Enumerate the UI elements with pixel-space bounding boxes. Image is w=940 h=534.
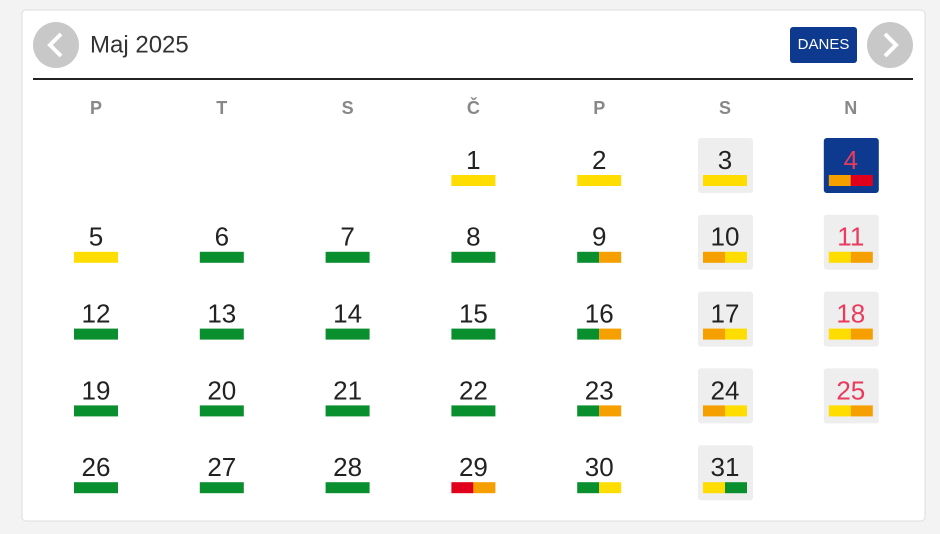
status-bar [199, 405, 244, 417]
status-bar [74, 251, 118, 263]
day-number[interactable]: 30 [585, 452, 614, 482]
status-bar [325, 405, 370, 417]
today-button-label[interactable]: DANES [798, 36, 850, 53]
status-bar [828, 405, 851, 417]
day-number[interactable]: 24 [711, 375, 740, 405]
status-bar [74, 482, 118, 494]
weekday-label: N [844, 98, 857, 118]
day-number[interactable]: 20 [207, 375, 236, 405]
status-bar [473, 482, 496, 494]
status-bar [850, 328, 873, 340]
status-bar [828, 328, 851, 340]
status-bar [74, 328, 118, 340]
day-number[interactable]: 9 [592, 222, 606, 252]
status-bar [850, 175, 873, 186]
day-number[interactable]: 4 [844, 145, 858, 175]
weekday-label: P [593, 98, 605, 118]
day-number[interactable]: 26 [82, 452, 111, 482]
card [21, 9, 926, 522]
status-bar [725, 482, 747, 494]
day-number[interactable]: 2 [592, 145, 606, 175]
status-bar [577, 251, 600, 263]
status-bar [725, 251, 747, 263]
next-button[interactable] [867, 22, 913, 68]
status-bar [599, 328, 622, 340]
day-number[interactable]: 5 [89, 222, 103, 252]
day-number[interactable]: 17 [711, 298, 740, 328]
prev-button[interactable] [33, 22, 79, 68]
status-bar [451, 175, 496, 186]
status-bar [850, 251, 873, 263]
day-number[interactable]: 21 [333, 375, 362, 405]
status-bar [577, 482, 600, 494]
day-number[interactable]: 29 [459, 452, 488, 482]
day-number[interactable]: 16 [585, 298, 614, 328]
status-bar [74, 405, 118, 417]
day-number[interactable]: 3 [718, 145, 732, 175]
day-number[interactable]: 7 [340, 222, 354, 252]
weekday-label: T [216, 98, 227, 118]
status-bar [451, 482, 474, 494]
day-number[interactable]: 31 [711, 452, 740, 482]
day-number[interactable]: 15 [459, 298, 488, 328]
status-bar [325, 251, 370, 263]
day-number[interactable]: 19 [82, 375, 111, 405]
day-number[interactable]: 22 [459, 375, 488, 405]
day-number[interactable]: 1 [466, 145, 480, 175]
status-bar [199, 482, 244, 494]
day-number[interactable]: 13 [207, 298, 236, 328]
day-number[interactable]: 23 [585, 375, 614, 405]
day-number[interactable]: 14 [333, 298, 362, 328]
day-number[interactable]: 25 [836, 375, 865, 405]
day-number[interactable]: 8 [466, 222, 480, 252]
weekday-label: P [90, 98, 102, 118]
day-number[interactable]: 18 [836, 298, 865, 328]
status-bar [451, 405, 496, 417]
status-bar [451, 251, 496, 263]
status-bar [703, 251, 725, 263]
weekday-label: S [342, 98, 354, 118]
status-bar [828, 175, 851, 186]
day-number[interactable]: 27 [207, 452, 236, 482]
status-bar [703, 328, 725, 340]
status-bar [325, 328, 370, 340]
status-bar [199, 251, 244, 263]
status-bar [725, 405, 747, 417]
status-bar [599, 251, 622, 263]
month-title: Maj 2025 [90, 31, 189, 58]
status-bar [703, 405, 725, 417]
status-bar [451, 328, 496, 340]
status-bar [599, 405, 622, 417]
weekday-label: S [719, 98, 731, 118]
status-bar [577, 405, 600, 417]
status-bar [828, 251, 851, 263]
status-bar [199, 328, 244, 340]
status-bar [577, 175, 622, 186]
day-number[interactable]: 10 [711, 222, 740, 252]
day-number[interactable]: 11 [837, 222, 864, 252]
status-bar [850, 405, 873, 417]
status-bar [577, 328, 600, 340]
day-number[interactable]: 28 [333, 452, 362, 482]
day-number[interactable]: 6 [215, 222, 229, 252]
status-bar [325, 482, 370, 494]
status-bar [703, 175, 747, 186]
today-button[interactable] [790, 27, 857, 63]
status-bar [703, 482, 725, 494]
day-number[interactable]: 12 [82, 298, 111, 328]
status-bar [599, 482, 622, 494]
weekday-label: Č [467, 97, 480, 118]
status-bar [725, 328, 747, 340]
